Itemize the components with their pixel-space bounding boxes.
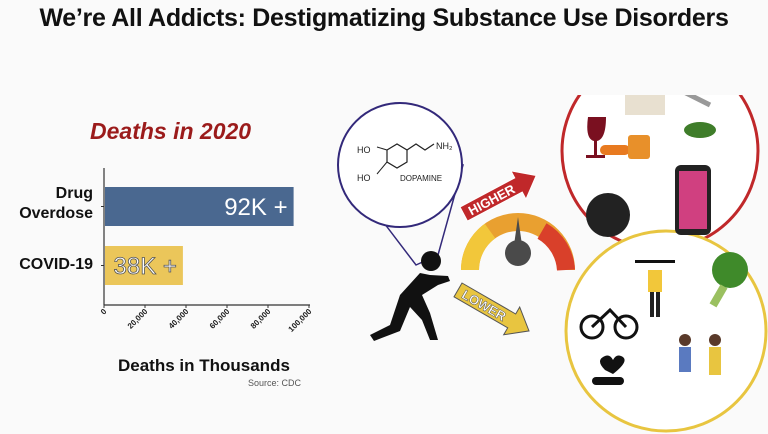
ho-group-1: HO [357, 145, 371, 155]
ho-group-2: HO [357, 173, 371, 183]
slide-title: We’re All Addicts: Destigmatizing Substa… [39, 4, 729, 32]
running-person-icon [370, 251, 450, 341]
x-tick-label: 20,000 [126, 307, 150, 331]
syringe-icon [684, 95, 712, 108]
category-label-drug-overdose: Drug Overdose [19, 185, 93, 222]
oreo-cookie-icon [586, 193, 630, 237]
broccoli-icon [709, 252, 748, 308]
cyclist-icon [579, 307, 639, 340]
lower-arrow: LOWER [453, 282, 530, 336]
bar-1 [105, 246, 183, 285]
powder-bag-icon [625, 95, 665, 115]
dopamine-diagram: HO HO NH₂ DOPAMINE HIGHER LOWER [337, 95, 768, 433]
x-tick-label: 40,000 [167, 307, 191, 331]
source-note: Source: CDC [248, 378, 302, 388]
wine-glass-icon [586, 117, 606, 158]
chart-title: Deaths in 2020 [90, 118, 252, 144]
x-tick-label: 80,000 [249, 307, 273, 331]
x-axis-label: Deaths in Thousands [118, 356, 290, 375]
cannabis-leaf-icon [684, 122, 716, 138]
molecule-label: DOPAMINE [400, 174, 442, 183]
nh2-group: NH₂ [436, 141, 453, 151]
data-label-1: 38K + [114, 253, 177, 280]
bar-0 [105, 187, 294, 226]
pills-icon [600, 135, 650, 159]
gauge-icon [461, 213, 575, 271]
magnifier-bubble [337, 102, 463, 228]
weightlifter-icon [635, 260, 675, 317]
x-tick-label: 100,000 [287, 307, 314, 334]
category-label-covid: COVID-19 [19, 256, 93, 273]
people-talking-icon [679, 334, 721, 375]
data-label-0: 92K + [224, 194, 287, 221]
heart-hand-icon [592, 355, 625, 385]
x-tick-label: 60,000 [208, 307, 232, 331]
x-tick-label: 0 [99, 307, 109, 317]
